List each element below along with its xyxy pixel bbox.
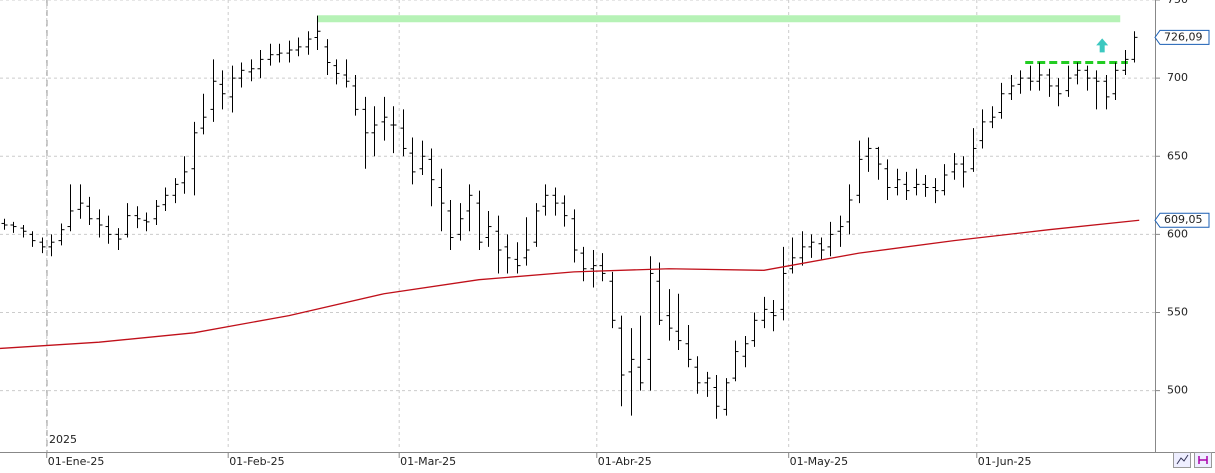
layout-icon: [1198, 456, 1208, 464]
y-tick-label: 750: [1167, 0, 1188, 6]
signal-arrow: [1096, 38, 1109, 53]
x-tick-label: 01-Jun-25: [978, 455, 1032, 468]
price-tag-label: 609,05: [1164, 213, 1203, 226]
x-tick-label: 01-Mar-25: [400, 455, 456, 468]
x-tick-label: 01-Feb-25: [229, 455, 284, 468]
y-tick-label: 600: [1167, 227, 1188, 240]
price-tag: [1154, 29, 1210, 45]
zoom-icon: [1176, 454, 1189, 465]
zoom-button[interactable]: [1173, 452, 1191, 468]
y-tick-label: 650: [1167, 149, 1188, 162]
y-tick-label: 700: [1167, 71, 1188, 84]
toolbar: [1173, 452, 1212, 468]
x-tick-label: 01-Abr-25: [598, 455, 652, 468]
y-tick-label: 500: [1167, 384, 1188, 397]
y-tick-label: 550: [1167, 306, 1188, 319]
price-tag: [1154, 212, 1210, 228]
x-tick-label: 01-May-25: [790, 455, 848, 468]
price-tag-label: 726,09: [1164, 30, 1203, 43]
x-tick-label: 01-Ene-25: [48, 455, 105, 468]
moving-average: [0, 219, 1140, 350]
year-label: 2025: [49, 433, 77, 446]
